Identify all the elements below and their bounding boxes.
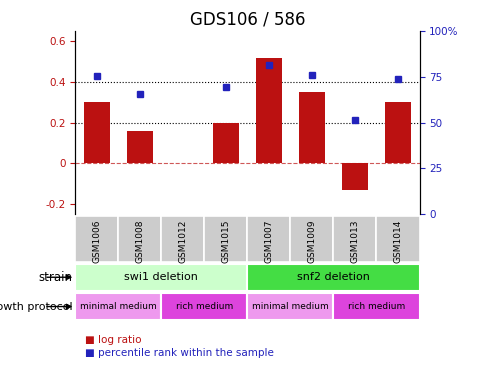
Text: ■ log ratio: ■ log ratio [85, 335, 141, 346]
Bar [298, 92, 324, 163]
Bar [75, 264, 247, 291]
Bar [126, 131, 152, 163]
Bar [341, 163, 367, 190]
Bar [333, 293, 419, 320]
Bar [204, 216, 247, 262]
Text: strain: strain [39, 271, 73, 284]
Bar [118, 216, 161, 262]
Text: GSM1009: GSM1009 [307, 220, 316, 263]
Text: minimal medium: minimal medium [252, 302, 328, 311]
Text: GSM1014: GSM1014 [393, 220, 402, 263]
Text: rich medium: rich medium [175, 302, 232, 311]
Bar [247, 264, 419, 291]
Text: minimal medium: minimal medium [80, 302, 156, 311]
Text: rich medium: rich medium [347, 302, 404, 311]
Bar [256, 57, 281, 163]
Text: GSM1006: GSM1006 [92, 220, 101, 263]
Bar [161, 293, 247, 320]
Text: GSM1012: GSM1012 [178, 220, 187, 263]
Text: GSM1007: GSM1007 [264, 220, 273, 263]
Bar [75, 293, 161, 320]
Text: GSM1015: GSM1015 [221, 220, 230, 263]
Bar [84, 102, 109, 163]
Bar [75, 216, 118, 262]
Text: swi1 deletion: swi1 deletion [124, 272, 198, 282]
Bar [376, 216, 419, 262]
Title: GDS106 / 586: GDS106 / 586 [189, 10, 304, 28]
Text: snf2 deletion: snf2 deletion [296, 272, 369, 282]
Text: growth protocol: growth protocol [0, 302, 73, 311]
Bar [384, 102, 410, 163]
Text: GSM1008: GSM1008 [135, 220, 144, 263]
Bar [161, 216, 204, 262]
Bar [333, 216, 376, 262]
Text: GSM1013: GSM1013 [350, 220, 359, 263]
Text: ■ percentile rank within the sample: ■ percentile rank within the sample [85, 348, 273, 358]
Bar [247, 293, 333, 320]
Bar [290, 216, 333, 262]
Bar [212, 123, 238, 163]
Bar [247, 216, 290, 262]
